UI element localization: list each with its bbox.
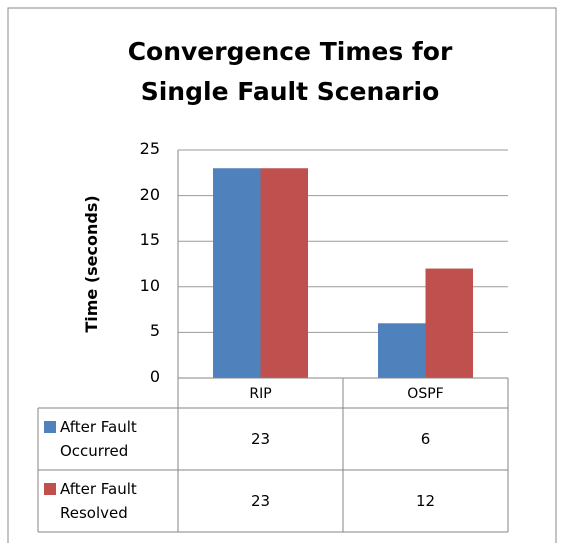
y-tick-label: 0 — [149, 367, 160, 386]
bar — [425, 268, 473, 378]
chart-title: Convergence Times for Single Fault Scena… — [127, 37, 453, 106]
legend-label: After Fault Resolved — [60, 480, 137, 522]
table-value: 6 — [420, 430, 431, 448]
y-tick-label: 5 — [149, 321, 160, 341]
legend-swatch — [44, 483, 56, 495]
x-tick-label: OSPF — [407, 386, 444, 402]
table-value: 23 — [250, 430, 271, 448]
table-value: 12 — [415, 492, 436, 510]
y-tick-label: 20 — [139, 184, 160, 204]
bar — [378, 323, 426, 378]
y-tick-label: 10 — [139, 275, 160, 295]
bar — [213, 168, 261, 378]
x-tick-label: RIP — [249, 386, 272, 402]
y-tick-label: 15 — [139, 230, 160, 250]
y-axis-label: Time (seconds) — [82, 195, 101, 333]
legend-swatch — [44, 421, 56, 433]
y-tick-label: 25 — [139, 139, 160, 158]
chart-border — [7, 7, 557, 543]
table-value: 23 — [250, 492, 271, 510]
bar — [260, 168, 308, 378]
legend-label: After Fault Occurred — [60, 418, 137, 460]
